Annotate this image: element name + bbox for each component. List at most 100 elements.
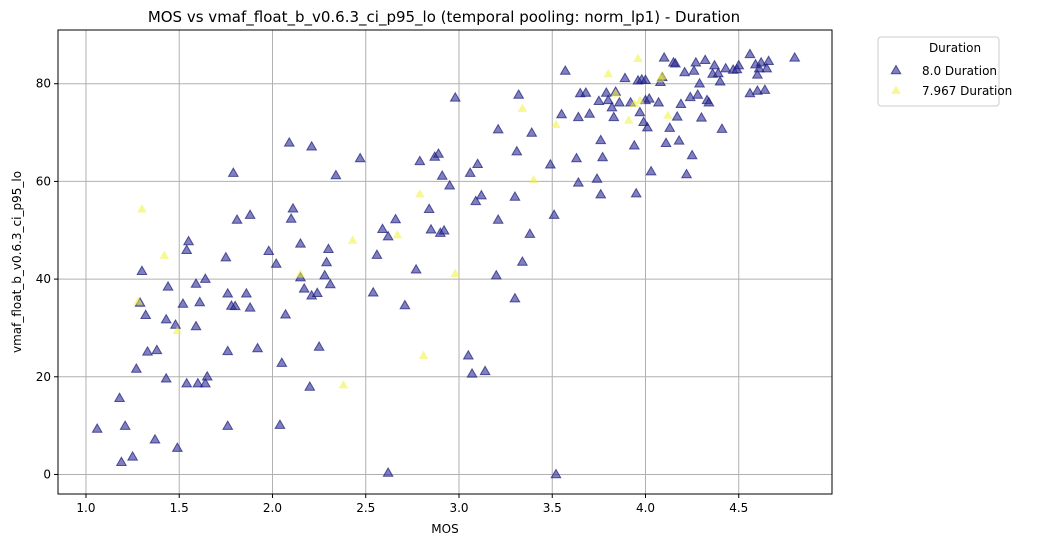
data-point <box>151 344 163 355</box>
data-point <box>492 213 504 224</box>
data-point <box>652 96 665 107</box>
data-point <box>528 174 539 184</box>
data-point <box>639 74 652 85</box>
data-point <box>641 121 653 132</box>
data-point <box>181 377 193 388</box>
data-point <box>690 56 702 67</box>
data-point <box>240 287 253 298</box>
data-point <box>479 365 491 376</box>
data-point <box>628 139 640 150</box>
data-point <box>270 257 282 268</box>
data-point <box>283 136 295 147</box>
x-tick-label: 4.5 <box>729 501 748 515</box>
data-point <box>423 203 435 213</box>
data-point <box>595 188 607 199</box>
x-axis-ticks: 1.0 1.5 2.0 2.5 3.0 3.5 4.0 4.5 <box>76 494 748 515</box>
data-point <box>572 176 584 187</box>
data-point <box>595 134 607 145</box>
data-point <box>663 110 673 119</box>
data-point <box>263 245 275 255</box>
data-point <box>608 111 620 122</box>
data-point <box>199 273 211 283</box>
data-point <box>619 72 631 83</box>
data-point <box>199 377 211 388</box>
x-tick-label: 2.5 <box>356 501 375 515</box>
data-point <box>591 172 603 183</box>
data-point <box>382 466 394 477</box>
data-point <box>229 300 241 311</box>
data-point <box>220 251 232 262</box>
data-point <box>274 419 286 429</box>
data-point <box>182 235 195 246</box>
data-point <box>548 209 560 219</box>
data-point <box>606 101 618 112</box>
data-point <box>462 349 474 360</box>
data-point <box>551 119 561 128</box>
data-point <box>425 223 437 234</box>
legend-box <box>877 36 1000 107</box>
legend-marker <box>891 85 901 94</box>
data-point <box>526 127 538 137</box>
data-point <box>418 350 429 360</box>
x-tick-label: 4.0 <box>636 501 655 515</box>
data-point <box>464 167 476 177</box>
data-point <box>171 442 183 452</box>
x-axis-label: MOS <box>431 522 458 536</box>
data-point <box>629 98 640 107</box>
data-point <box>295 269 306 278</box>
data-point <box>115 456 128 466</box>
data-point <box>596 151 609 162</box>
data-point <box>671 110 683 121</box>
x-tick-label: 3.0 <box>449 501 468 515</box>
data-point <box>324 278 336 289</box>
data-point <box>231 213 243 224</box>
y-tick-label: 20 <box>36 370 51 384</box>
data-point <box>714 75 726 86</box>
plot-frame <box>57 29 833 495</box>
data-point <box>580 86 592 97</box>
data-point <box>319 269 331 280</box>
data-point <box>475 189 487 200</box>
data-point <box>680 168 693 179</box>
series-2 <box>133 53 673 389</box>
data-point <box>559 65 571 75</box>
data-point <box>660 137 672 148</box>
data-point <box>492 123 504 134</box>
y-tick-label: 60 <box>36 174 51 188</box>
data-point <box>287 202 299 213</box>
data-point <box>162 280 174 291</box>
legend: Duration 8.0 Duration 7.967 Duration <box>877 36 1012 107</box>
data-point <box>322 243 335 254</box>
data-point <box>227 167 239 177</box>
x-tick-label: 2.0 <box>263 501 282 515</box>
data-point <box>222 345 234 356</box>
data-point <box>490 269 502 280</box>
y-tick-label: 80 <box>36 77 51 91</box>
data-point <box>634 106 646 117</box>
data-point <box>160 313 172 324</box>
data-point <box>438 224 450 235</box>
data-point <box>449 91 461 102</box>
data-point <box>517 103 528 112</box>
x-tick-label: 1.0 <box>76 501 95 515</box>
data-point <box>201 370 213 381</box>
data-point <box>313 340 325 351</box>
data-point <box>181 244 193 255</box>
data-point <box>177 297 189 308</box>
data-point <box>141 345 154 356</box>
data-point <box>693 77 706 88</box>
data-point <box>436 170 448 180</box>
data-point <box>720 62 732 73</box>
data-point <box>550 468 562 479</box>
data-point <box>524 228 536 238</box>
plot-background <box>58 30 832 494</box>
series-1 <box>91 48 801 479</box>
data-point <box>761 62 773 73</box>
data-point <box>613 96 626 107</box>
data-point <box>279 308 292 319</box>
data-point <box>751 85 764 95</box>
data-point <box>190 277 202 288</box>
data-point <box>470 195 482 206</box>
data-point <box>432 148 445 158</box>
